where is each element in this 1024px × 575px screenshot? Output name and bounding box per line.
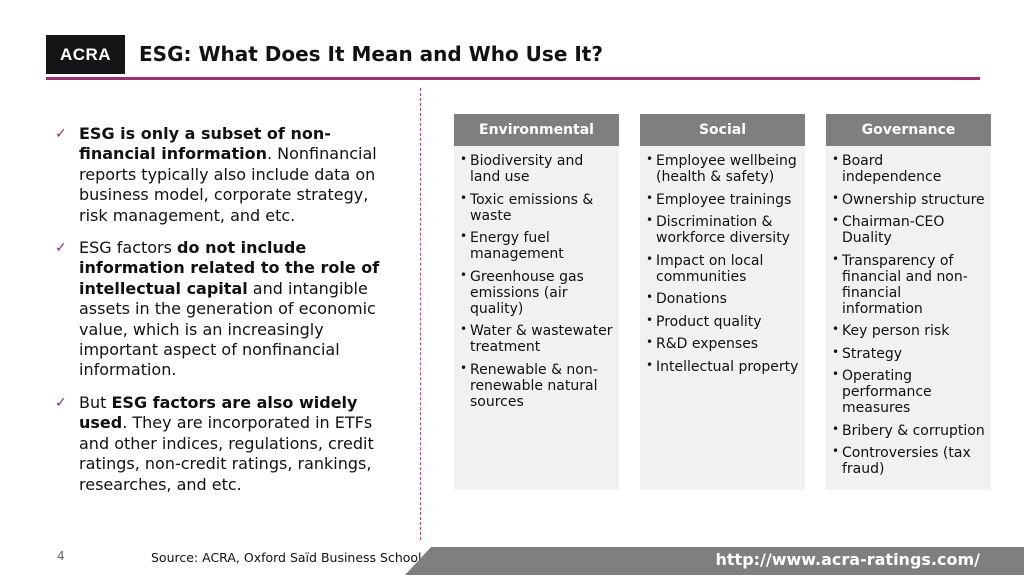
note-item: ✓ ESG factors do not include information … — [55, 238, 385, 381]
note-bold-text: ESG factors are also widely used — [79, 392, 358, 433]
page-number: 4 — [57, 549, 65, 563]
column-item: Toxic emissions & waste — [460, 190, 613, 224]
column-item: Greenhouse gas emissions (air quality) — [460, 267, 613, 317]
vertical-divider — [420, 88, 421, 540]
column-item: Biodiversity and land use — [460, 151, 613, 185]
logo-text: ACRA — [59, 44, 112, 64]
column-item: Operating performance measures — [832, 366, 985, 416]
acra-logo: ACRA — [46, 35, 125, 74]
column-governance: Governance Board independence Ownership st… — [826, 114, 991, 490]
note-bold-text: ESG is only a subset of non-financial in… — [79, 124, 331, 164]
note-text: . Nonfinancial reports typically also in… — [79, 144, 377, 225]
column-item: Ownership structure — [832, 190, 985, 208]
website-link[interactable]: http://www.acra-ratings.com/ — [715, 550, 981, 569]
column-header: Social — [640, 114, 805, 146]
source-note: Source: ACRA, Oxford Saïd Business Schoo… — [151, 550, 422, 565]
column-item: Key person risk — [832, 321, 985, 339]
column-item: Board independence — [832, 151, 985, 185]
column-item: Controversies (tax fraud) — [832, 443, 985, 477]
column-item: Employee wellbeing (health & safety) — [646, 151, 799, 185]
slide-title: ESG: What Does It Mean and Who Use It? — [139, 42, 603, 66]
column-item: Transparency of financial and non-financ… — [832, 251, 985, 317]
column-environmental: Environmental Biodiversity and land use To… — [454, 114, 619, 490]
column-item: Donations — [646, 289, 799, 307]
column-item: Chairman-CEO Duality — [832, 212, 985, 246]
note-text: and intangible assets in the generation … — [79, 278, 376, 380]
column-item: Energy fuel management — [460, 228, 613, 262]
note-item: ✓ ESG is only a subset of non-financial i… — [55, 124, 385, 226]
column-item: R&D expenses — [646, 334, 799, 352]
column-item: Employee trainings — [646, 190, 799, 208]
column-item: Intellectual property — [646, 357, 799, 375]
column-social: Social Employee wellbeing (health & safet… — [640, 114, 805, 490]
column-header: Environmental — [454, 114, 619, 146]
note-item: ✓ But ESG factors are also widely used. T… — [55, 393, 385, 495]
column-header: Governance — [826, 114, 991, 146]
column-list: Biodiversity and land use Toxic emissions… — [454, 151, 619, 410]
note-text: . They are incorporated in ETFs and othe… — [79, 413, 374, 494]
column-item: Impact on local communities — [646, 251, 799, 285]
column-list: Board independence Ownership structure Cha… — [826, 151, 991, 477]
column-item: Product quality — [646, 312, 799, 330]
title-underline — [46, 77, 980, 80]
note-text: ESG factors — [79, 238, 178, 258]
checkmark-icon: ✓ — [55, 126, 67, 142]
column-item: Discrimination & workforce diversity — [646, 212, 799, 246]
checkmark-icon: ✓ — [55, 240, 67, 257]
checkmark-icon: ✓ — [55, 394, 67, 411]
column-item: Water & wastewater treatment — [460, 321, 613, 355]
note-text: But — [79, 392, 112, 412]
note-bold-text: do not include information related to th… — [79, 238, 380, 298]
column-item: Strategy — [832, 344, 985, 362]
column-item: Renewable & non-renewable natural source… — [460, 360, 613, 410]
column-item: Bribery & corruption — [832, 421, 985, 439]
column-list: Employee wellbeing (health & safety) Empl… — [640, 151, 805, 375]
esg-notes-list: ✓ ESG is only a subset of non-financial i… — [55, 124, 385, 507]
footer-bar — [405, 547, 1024, 575]
